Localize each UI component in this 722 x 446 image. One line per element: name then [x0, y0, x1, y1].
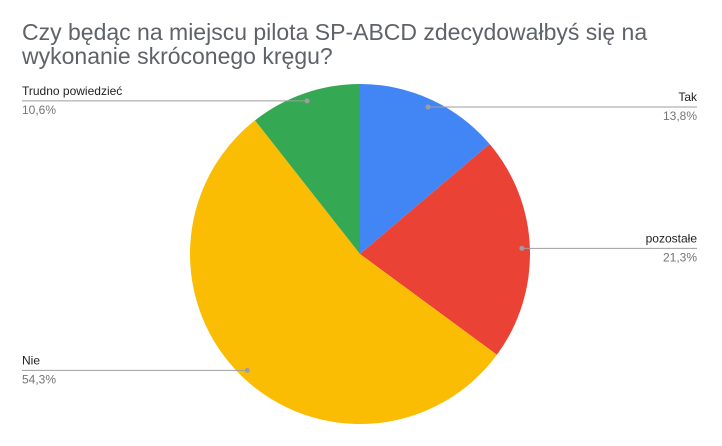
pie-slice	[254, 84, 360, 254]
leader-dot	[244, 367, 250, 373]
value-label: 10,6%	[22, 103, 56, 117]
leader-dot	[304, 98, 310, 104]
value-label: 13,8%	[663, 109, 697, 123]
chart-title: Czy będąc na miejscu pilota SP-ABCD zdec…	[22, 19, 648, 69]
category-label: Trudno powiedzieć	[22, 84, 122, 98]
category-label: Tak	[678, 90, 698, 104]
value-label: 21,3%	[663, 251, 697, 265]
pie-slice	[360, 84, 490, 254]
category-label: Nie	[22, 354, 40, 368]
pie-slice	[189, 120, 497, 424]
category-label: pozostałe	[646, 232, 698, 246]
pie-slice	[360, 144, 530, 355]
leader-dot	[425, 104, 431, 110]
leader-dot	[519, 245, 525, 251]
value-label: 54,3%	[22, 373, 56, 387]
